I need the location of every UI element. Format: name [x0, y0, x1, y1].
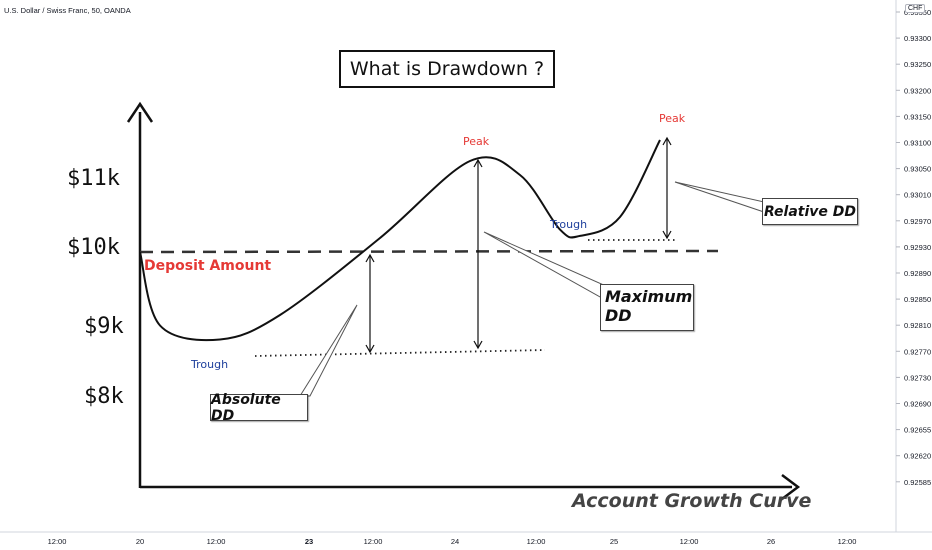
- bottom-axis-tick-label: 25: [610, 537, 618, 546]
- right-axis-tick-label: 0.92690: [904, 400, 931, 409]
- bottom-axis-tick-label: 12:00: [207, 537, 226, 546]
- value-label-10k: $10k: [67, 235, 120, 260]
- deposit-dashed-line: [139, 249, 719, 254]
- right-axis-tick-label: 0.92930: [904, 243, 931, 252]
- right-axis-tick-label: 0.92770: [904, 347, 931, 356]
- peak-label-2: Peak: [659, 112, 686, 125]
- bottom-axis-tick-label: 20: [136, 537, 144, 546]
- trough-label-2: Trough: [550, 218, 588, 231]
- bottom-axis-tick-label: 12:00: [527, 537, 546, 546]
- right-axis-tick-label: 0.93150: [904, 112, 931, 121]
- bottom-axis-tick-label: 23: [305, 537, 313, 546]
- value-label-11k: $11k: [67, 166, 120, 191]
- maximum-dd-arrow-head-bottom: [473, 340, 483, 350]
- bottom-axis-tick-label: 12:00: [48, 537, 67, 546]
- right-axis-tick-label: 0.93250: [904, 60, 931, 69]
- relative-dd-callout: Relative DD: [762, 198, 858, 225]
- currency-button[interactable]: CHF: [905, 4, 926, 13]
- absolute-dd-arrow-head-bottom: [365, 344, 375, 354]
- y-axis-arrow: [126, 101, 154, 123]
- right-axis-tick-label: 0.92585: [904, 478, 931, 487]
- right-axis-tick-label: 0.93010: [904, 191, 931, 200]
- right-axis-tick-label: 0.92850: [904, 295, 931, 304]
- symbol-label: U.S. Dollar / Swiss Franc, 50, OANDA: [4, 6, 131, 15]
- deposit-amount-label: Deposit Amount: [144, 258, 272, 274]
- right-axis-tick-label: 0.93050: [904, 165, 931, 174]
- x-axis-arrow: [781, 474, 801, 500]
- right-axis-tick-label: 0.92620: [904, 452, 931, 461]
- maximum-dd-arrow-head-top: [473, 158, 483, 168]
- peak-label-1: Peak: [463, 135, 490, 148]
- bottom-axis-tick-label: 12:00: [364, 537, 383, 546]
- maximum-dd-callout: Maximum DD: [600, 284, 694, 331]
- x-axis-title: Account Growth Curve: [572, 490, 812, 512]
- right-axis-tick-label: 0.93100: [904, 139, 931, 148]
- bottom-axis-tick-label: 12:00: [838, 537, 857, 546]
- chart-title: What is Drawdown ?: [339, 50, 555, 88]
- right-axis-tick-label: 0.93200: [904, 86, 931, 95]
- bottom-axis-tick-label: 24: [451, 537, 459, 546]
- bottom-axis-tick-label: 12:00: [680, 537, 699, 546]
- right-axis-tick-label: 0.92890: [904, 269, 931, 278]
- right-axis-tick-label: 0.92970: [904, 217, 931, 226]
- right-axis-tick-label: 0.93300: [904, 34, 931, 43]
- absolute-dd-callout: Absolute DD: [210, 392, 308, 424]
- relative-dd-arrow-head-top: [662, 136, 672, 146]
- right-axis-tick-label: 0.92730: [904, 373, 931, 382]
- account-growth-curve: [139, 139, 661, 342]
- relative-dd-arrow-head-bottom: [662, 230, 672, 240]
- right-axis-tick-label: 0.92655: [904, 426, 931, 435]
- absolute-dd-pointer: [299, 304, 358, 397]
- right-axis-tick-label: 0.92810: [904, 321, 931, 330]
- maximum-dd-pointer: [483, 231, 607, 299]
- absolute-dd-arrow-head-top: [365, 253, 375, 263]
- trough-label-1: Trough: [191, 358, 229, 371]
- bottom-axis-tick-label: 26: [767, 537, 775, 546]
- relative-dd-pointer: [674, 181, 765, 213]
- value-label-9k: $9k: [84, 314, 124, 339]
- trough-level-dotted-line-1: [254, 349, 546, 357]
- value-label-8k: $8k: [84, 384, 124, 409]
